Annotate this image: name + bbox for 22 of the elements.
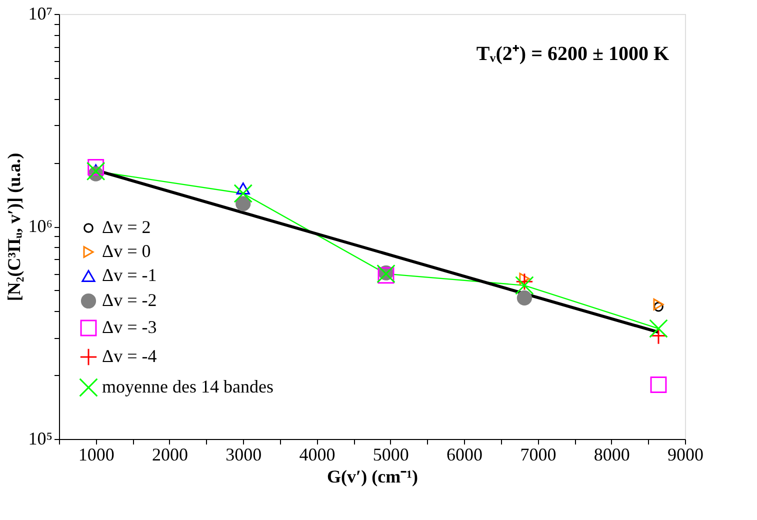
y-tick-label: 10⁶: [28, 216, 52, 236]
legend-label: Δv = 2: [102, 217, 151, 237]
legend-label: Δv = -1: [102, 265, 157, 285]
x-tick-label: 7000: [520, 444, 556, 464]
x-tick-label: 4000: [299, 444, 336, 464]
legend-label: Δv = 0: [102, 241, 151, 261]
y-tick-label: 10⁷: [28, 4, 52, 24]
annotation: Tᵥ(2⁺) = 6200 ± 1000 K: [476, 43, 670, 65]
x-tick-label: 6000: [446, 444, 483, 464]
legend-label: Δv = -4: [102, 346, 157, 366]
x-tick-label: 8000: [594, 444, 630, 464]
x-tick-label: 2000: [152, 444, 188, 464]
y-tick-label: 10⁵: [28, 428, 52, 448]
x-axis-title: G(v′) (cm⁻¹): [327, 466, 418, 486]
x-tick-label: 1000: [78, 444, 114, 464]
x-tick-label: 3000: [226, 444, 262, 464]
legend-label: Δv = -3: [102, 317, 157, 337]
x-tick-label: 5000: [372, 444, 409, 464]
x-tick-label: 9000: [668, 444, 704, 464]
legend-label: moyenne des 14 bandes: [102, 376, 274, 396]
legend-label: Δv = -2: [102, 290, 157, 310]
y-axis-title: [N₂(C³Πᵤ, v′)] (u.a.): [4, 152, 24, 302]
